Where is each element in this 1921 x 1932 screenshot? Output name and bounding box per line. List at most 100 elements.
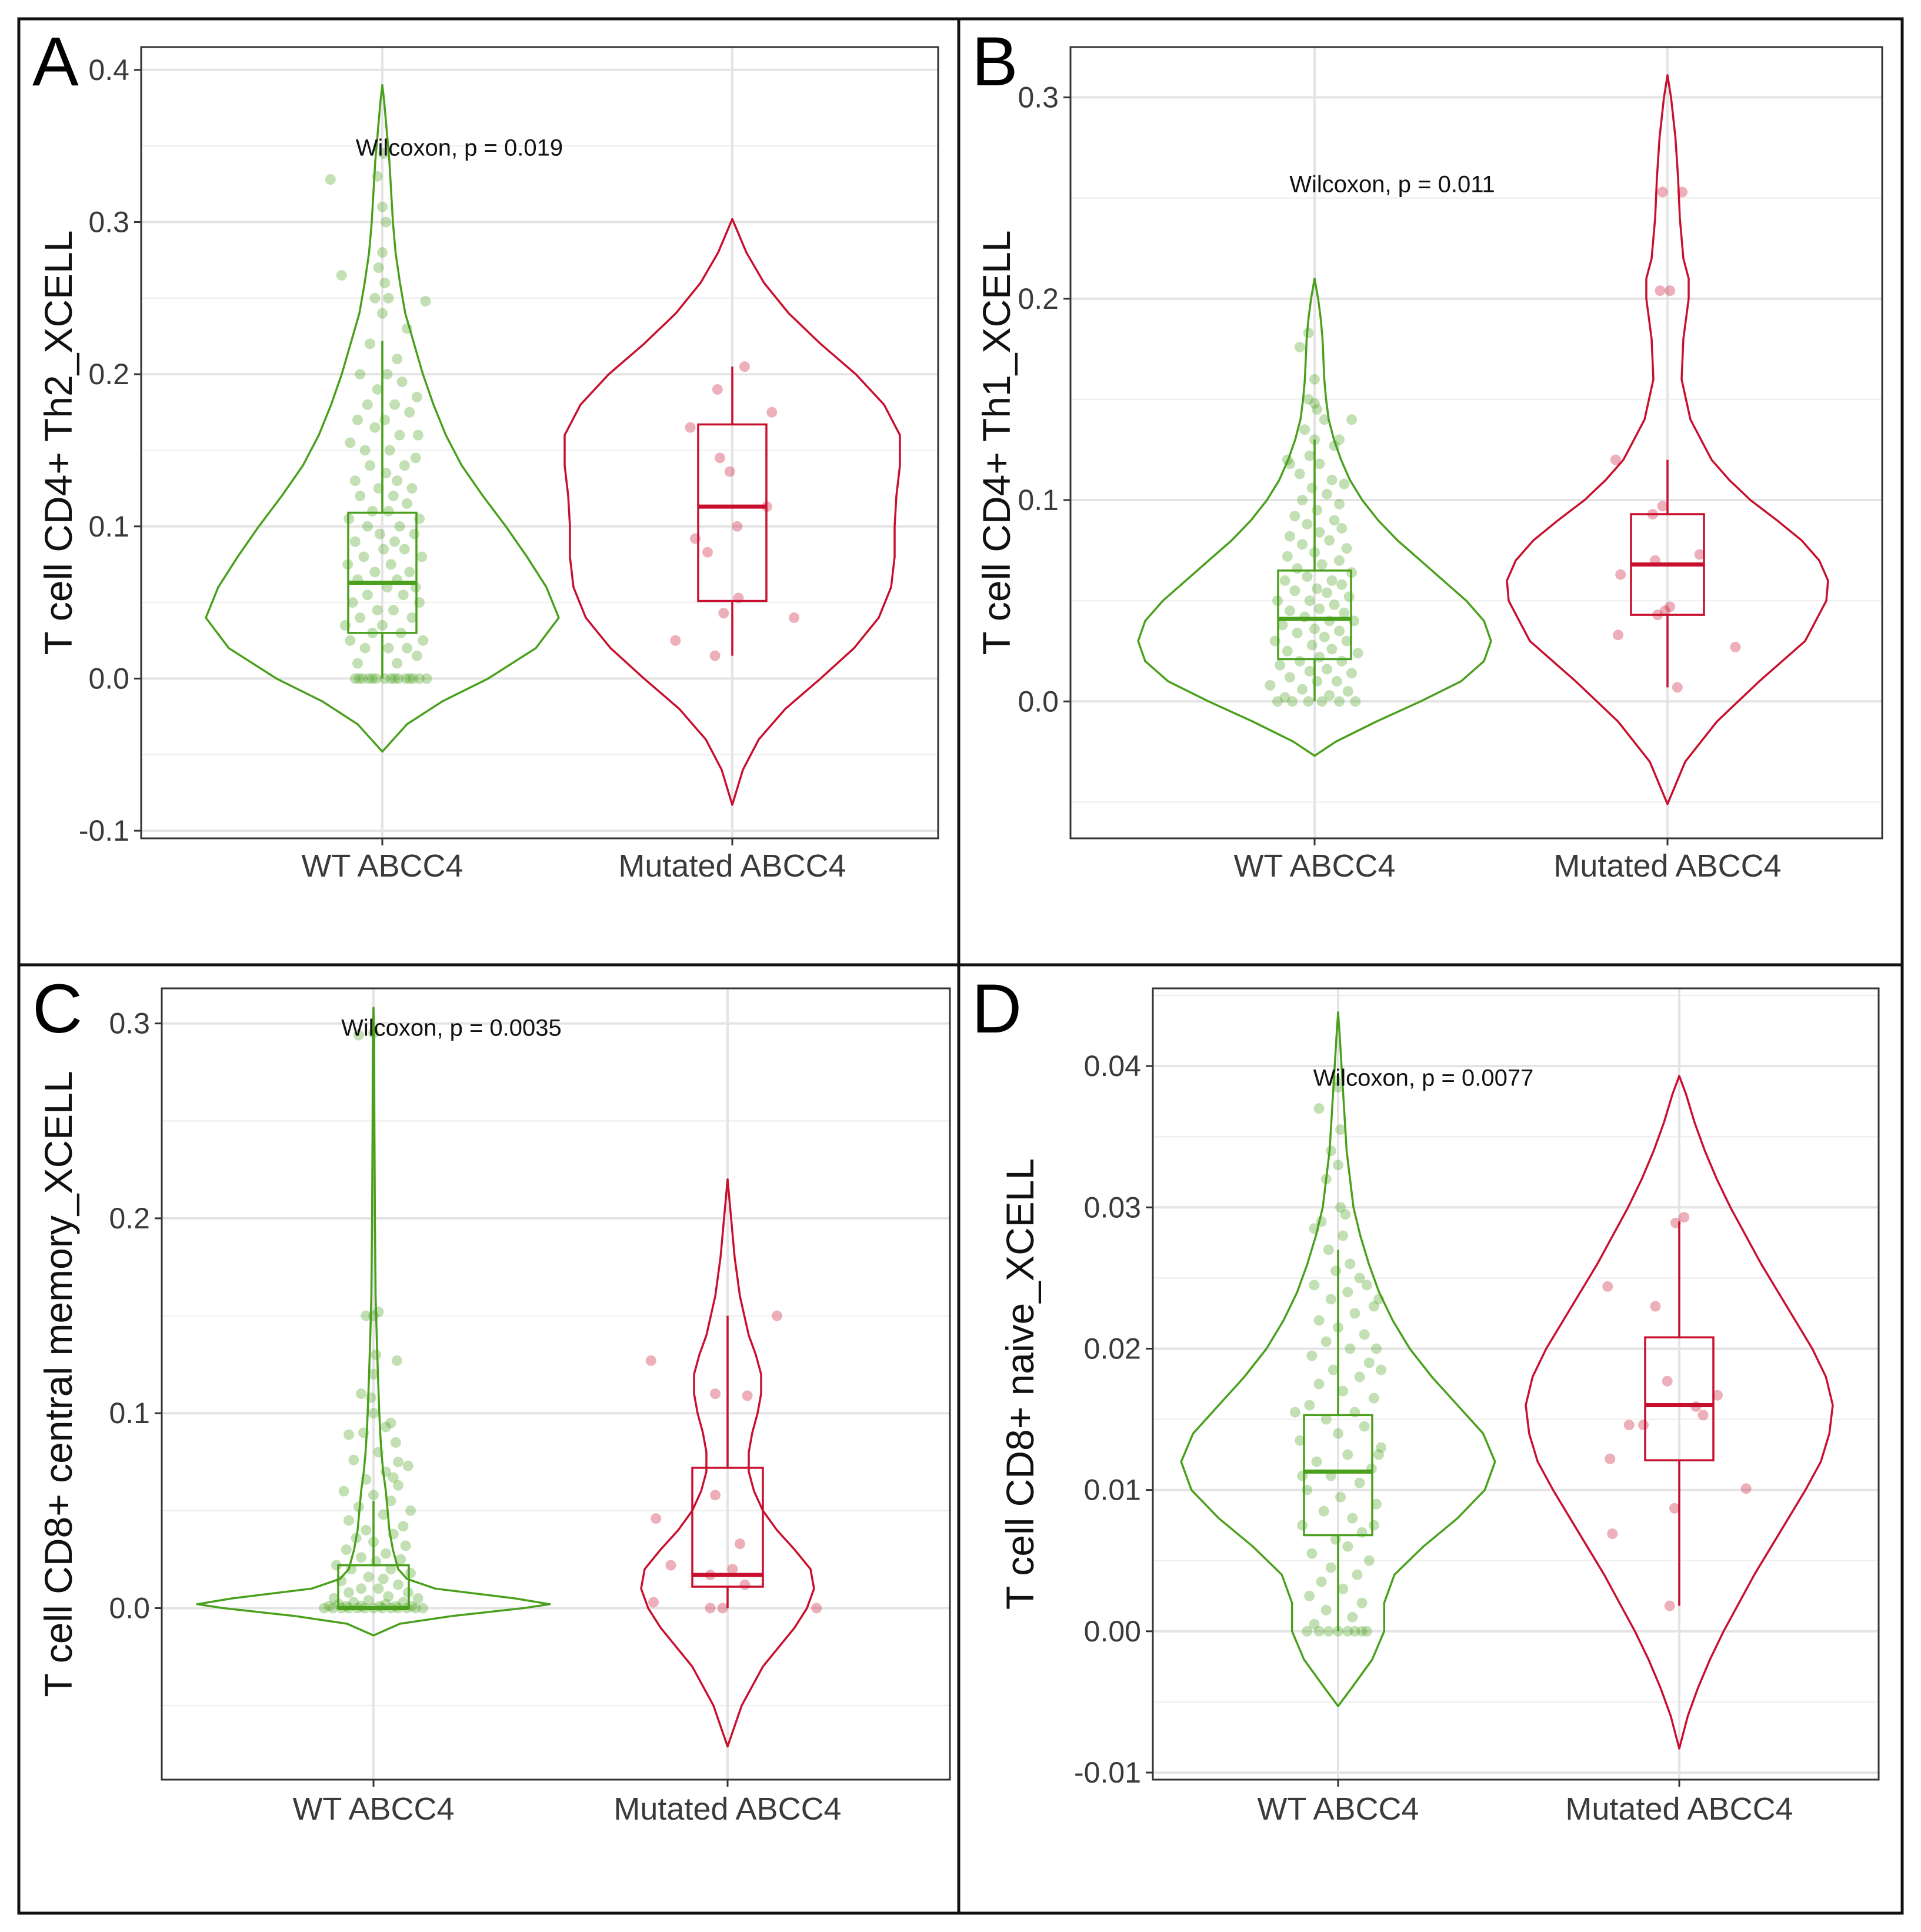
data-point (1282, 454, 1293, 465)
data-point (399, 544, 410, 555)
data-point (1664, 1600, 1675, 1611)
data-point (1334, 696, 1345, 707)
data-point (1333, 1428, 1343, 1439)
data-point (1363, 1357, 1375, 1368)
data-point (348, 1597, 359, 1608)
data-point (414, 673, 425, 684)
data-point (1318, 1505, 1329, 1517)
data-point (385, 673, 396, 684)
data-point (1356, 1597, 1368, 1608)
data-point (1306, 1350, 1318, 1361)
data-point (362, 399, 373, 410)
y-tick-label: 0.03 (1084, 1191, 1141, 1224)
data-point (1320, 1414, 1332, 1425)
data-point (1277, 619, 1288, 631)
data-point (398, 1597, 409, 1608)
data-point (1361, 1625, 1372, 1637)
data-point (705, 1603, 716, 1614)
data-point (378, 544, 389, 555)
data-point (357, 673, 368, 684)
data-point (1613, 629, 1623, 641)
data-point (338, 1485, 349, 1497)
data-point (1370, 1343, 1382, 1354)
grid (1070, 47, 1882, 838)
data-point (1657, 501, 1668, 512)
data-point (1309, 1223, 1320, 1234)
data-point (353, 1030, 364, 1041)
data-point (1361, 1280, 1372, 1291)
data-point (402, 498, 412, 509)
data-point (1304, 1400, 1315, 1411)
data-point (1335, 1202, 1346, 1213)
data-point (1302, 519, 1313, 530)
data-point (1669, 1503, 1680, 1514)
data-point (789, 612, 799, 623)
data-point (356, 1583, 366, 1594)
series-wt (1180, 1011, 1496, 1707)
data-point (402, 642, 412, 654)
data-point (363, 673, 374, 684)
data-point (392, 658, 403, 669)
data-point (365, 460, 375, 471)
data-point (1312, 676, 1323, 687)
data-point (348, 1454, 359, 1465)
data-point (1309, 374, 1320, 385)
data-point (381, 1466, 391, 1477)
data-point (1294, 468, 1305, 479)
data-point (1697, 1410, 1709, 1421)
data-point (388, 1528, 399, 1540)
data-point (1605, 1453, 1616, 1464)
violin (640, 1178, 815, 1748)
data-point (1334, 434, 1345, 445)
points (670, 361, 799, 661)
data-point (345, 635, 356, 646)
data-point (1316, 696, 1328, 707)
data-point (373, 1306, 384, 1317)
data-point (351, 1533, 362, 1544)
data-point (383, 505, 394, 517)
data-point (1325, 1294, 1336, 1305)
y-tick-label: 0.00 (1084, 1615, 1141, 1648)
data-point (368, 1028, 379, 1039)
points (1602, 1212, 1752, 1611)
data-point (381, 216, 392, 228)
data-point (1314, 651, 1325, 662)
data-point (1304, 1590, 1315, 1601)
data-point (710, 1490, 721, 1501)
data-point (1672, 682, 1683, 693)
data-point (343, 1429, 354, 1440)
data-point (389, 536, 400, 547)
data-point (402, 1460, 413, 1471)
data-point (385, 1417, 396, 1428)
data-point (1285, 531, 1295, 542)
data-point (349, 475, 361, 487)
data-point (1665, 285, 1676, 297)
data-point (1345, 1343, 1356, 1354)
data-point (374, 528, 385, 539)
data-point (373, 1447, 384, 1458)
data-point (404, 567, 415, 578)
data-point (393, 1457, 403, 1468)
grid (1153, 988, 1879, 1780)
data-point (385, 559, 396, 570)
data-point (411, 391, 422, 402)
series-wt (1137, 277, 1492, 757)
data-point (411, 650, 422, 661)
data-point (1322, 488, 1332, 499)
data-point (390, 1437, 401, 1448)
data-point (1356, 1625, 1368, 1637)
data-point (1314, 527, 1325, 538)
data-point (1312, 583, 1323, 594)
data-point (389, 399, 400, 410)
data-point (1368, 1393, 1379, 1404)
panel-letter: C (32, 970, 82, 1048)
data-point (382, 369, 393, 380)
data-point (1354, 1477, 1365, 1488)
data-point (355, 491, 366, 502)
data-point (1326, 644, 1338, 655)
data-point (406, 612, 418, 623)
violin (196, 1007, 551, 1637)
data-point (388, 1472, 399, 1483)
points (1265, 327, 1363, 707)
